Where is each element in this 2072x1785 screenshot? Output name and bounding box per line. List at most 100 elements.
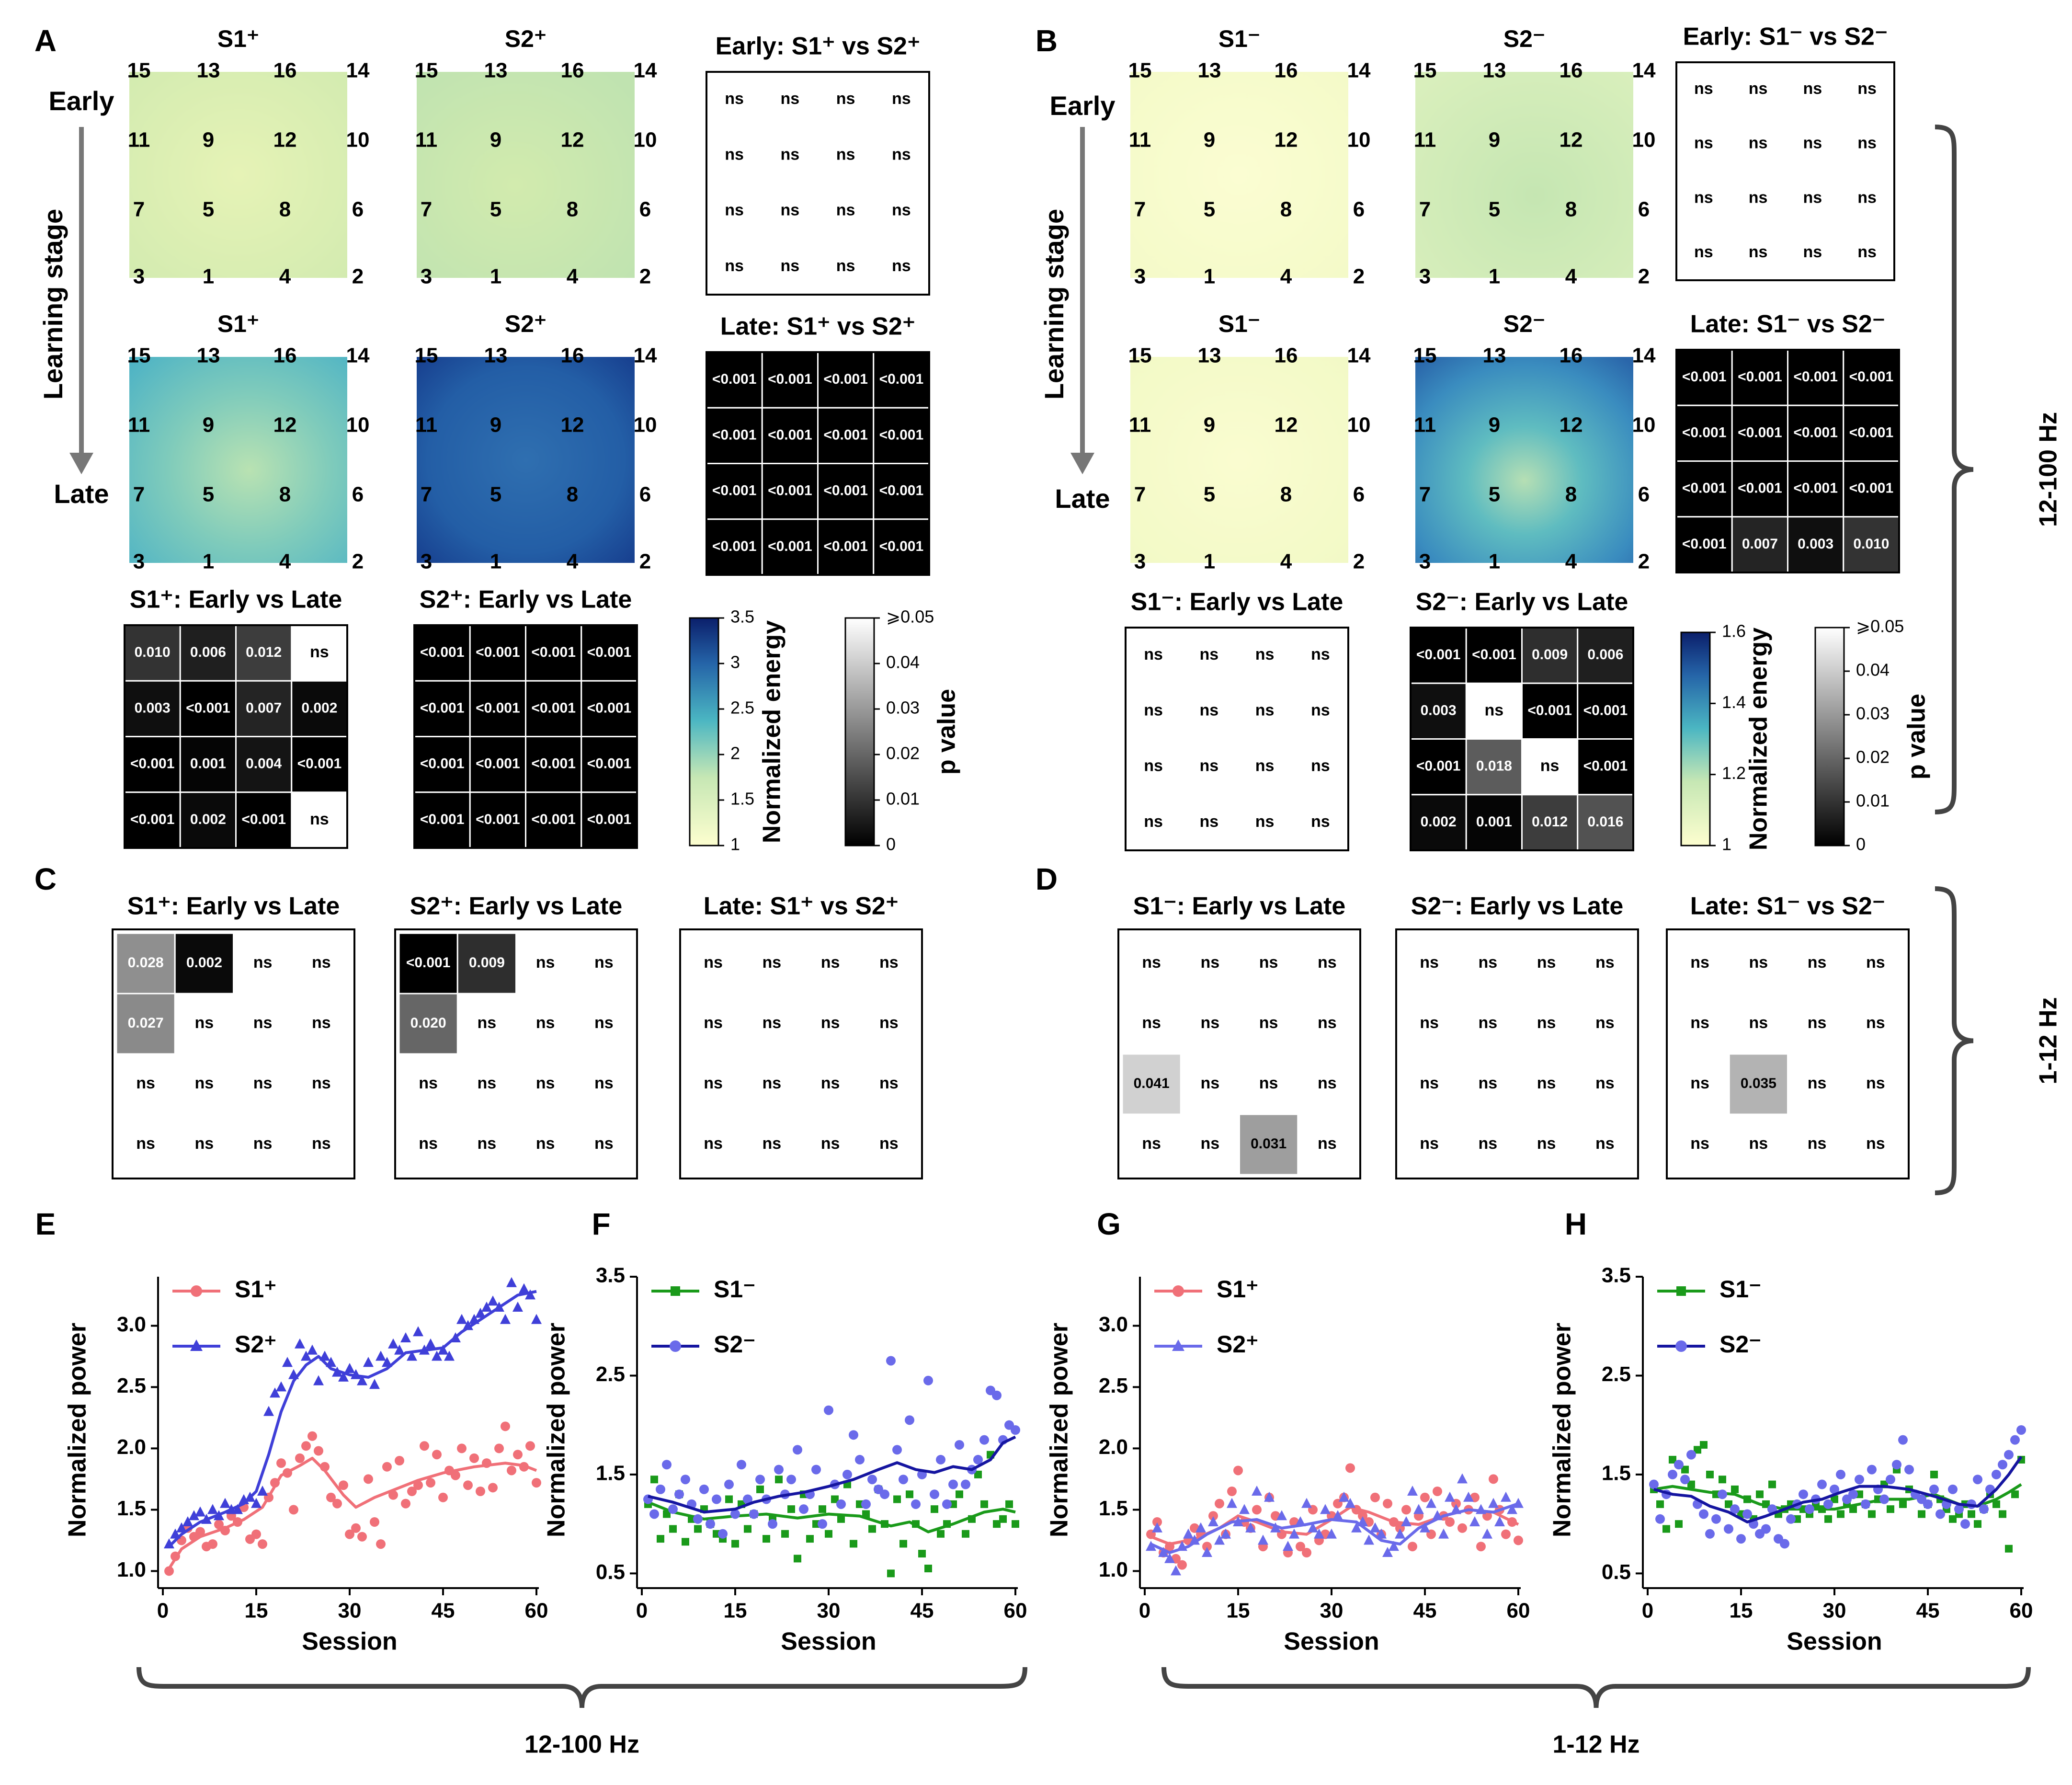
colorbar-tick-label: 0.01 — [1856, 791, 1890, 811]
data-point — [1929, 1484, 1939, 1494]
table-cell-value: ns — [1201, 1014, 1220, 1032]
data-point — [1831, 1495, 1838, 1503]
electrode-label: 5 — [490, 483, 501, 506]
table-title: Late: S1⁻ vs S2⁻ — [1690, 892, 1886, 920]
legend-label: S1⁺ — [235, 1276, 277, 1303]
electrode-label: 4 — [567, 265, 579, 288]
data-point — [214, 1520, 224, 1530]
table-cell-value: 0.001 — [190, 756, 226, 772]
pvalue-table: <0.001 <0.001 0.009 0.006 0.003 ns <0.001 <0.00… — [1410, 627, 1634, 851]
data-point — [656, 1484, 665, 1494]
table-border — [124, 624, 348, 849]
table-cell-value: ns — [1479, 953, 1498, 972]
topography-map — [129, 72, 347, 278]
data-point — [1756, 1490, 1764, 1499]
data-point — [407, 1350, 417, 1361]
table-cell-value: ns — [1318, 1074, 1337, 1092]
table-cell — [457, 1054, 516, 1114]
table-cell-value: 0.012 — [246, 644, 282, 660]
data-point — [1786, 1514, 1796, 1524]
colorbar — [689, 617, 719, 847]
data-point — [232, 1504, 243, 1514]
data-point — [1923, 1499, 1933, 1509]
table-cell — [1729, 994, 1788, 1054]
data-point — [512, 1302, 523, 1312]
data-point — [276, 1381, 286, 1392]
data-point — [1649, 1479, 1659, 1489]
data-point — [974, 1470, 982, 1478]
electrode-label: 11 — [1414, 128, 1436, 152]
electrode-label: 16 — [1560, 59, 1583, 82]
table-cell-value: ns — [763, 1134, 782, 1153]
table-cell — [399, 1054, 458, 1114]
table-cell-value: ns — [478, 1134, 497, 1153]
topography-map — [129, 357, 347, 563]
data-point — [825, 1530, 832, 1538]
data-point — [282, 1357, 293, 1367]
table-cell — [1671, 933, 1730, 994]
data-point — [681, 1475, 690, 1485]
data-point — [905, 1415, 914, 1425]
table-cell-value: <0.001 — [476, 756, 520, 772]
data-point — [668, 1504, 678, 1514]
data-point — [1401, 1505, 1411, 1515]
table-title: Late: S1⁻ vs S2⁻ — [1690, 310, 1886, 338]
colorbar-tick-label: 0 — [1856, 835, 1866, 854]
pvalue-table: <0.001 0.009 ns ns 0.020 ns ns ns ns ns ns ns ns ns ns… — [394, 928, 638, 1179]
table-cell — [291, 736, 348, 793]
table-cell-value: ns — [1259, 953, 1278, 972]
electrode-label: 8 — [567, 483, 578, 506]
data-point — [1761, 1524, 1771, 1534]
x-tick-label: 30 — [1320, 1599, 1343, 1623]
electrode-label: 12 — [273, 128, 297, 152]
data-point — [755, 1475, 765, 1485]
data-point — [730, 1509, 740, 1519]
data-point — [1370, 1522, 1380, 1533]
table-cell-value: <0.001 — [420, 700, 465, 716]
electrode-label: 7 — [1134, 198, 1146, 221]
table-cell-value: 0.002 — [190, 812, 226, 827]
table-cell — [1181, 739, 1237, 795]
table-title: S1⁺: Early vs Late — [130, 586, 342, 614]
legend-marker — [1675, 1340, 1687, 1352]
table-cell-value: ns — [892, 90, 911, 108]
table-cell — [706, 127, 763, 183]
table-cell-value: ns — [1749, 188, 1768, 206]
table-cell-value: <0.001 — [823, 483, 868, 499]
data-point — [1662, 1525, 1670, 1533]
table-cell — [399, 1114, 458, 1175]
data-point — [768, 1519, 777, 1529]
data-point — [1302, 1548, 1311, 1557]
table-cell — [742, 933, 801, 994]
electrode-label: 8 — [279, 483, 291, 506]
electrode-label: 3 — [421, 550, 432, 573]
x-tick-label: 30 — [817, 1599, 841, 1623]
electrode-label: 11 — [415, 128, 438, 152]
data-point — [1364, 1534, 1374, 1545]
data-point — [1700, 1441, 1708, 1449]
data-point — [207, 1504, 218, 1514]
table-cell — [1292, 794, 1348, 850]
table-cell-value: ns — [1144, 645, 1163, 664]
data-point — [1954, 1504, 1964, 1514]
data-point — [507, 1465, 516, 1476]
electrode-label: 14 — [1347, 344, 1371, 367]
table-cell — [1575, 933, 1634, 994]
data-point — [295, 1338, 305, 1349]
data-point — [476, 1487, 485, 1496]
data-point — [438, 1492, 448, 1502]
heatmap-title: S2⁺ — [505, 310, 547, 337]
learning-stage-label: Learning stage — [1039, 209, 1069, 400]
table-cell-value: ns — [1420, 1074, 1439, 1092]
table-cell-value: 0.035 — [1741, 1076, 1776, 1091]
data-point — [1208, 1516, 1218, 1526]
data-point — [2005, 1545, 2013, 1553]
table-cell-value: ns — [1857, 243, 1877, 261]
table-cell-value: 0.006 — [1587, 647, 1623, 663]
table-cell-value: ns — [1311, 812, 1330, 831]
data-point — [1948, 1484, 1958, 1494]
table-cell-value: <0.001 — [1849, 424, 1894, 440]
table-cell-value: ns — [478, 1014, 497, 1032]
data-point — [1680, 1475, 1690, 1485]
data-point — [1730, 1504, 1740, 1514]
